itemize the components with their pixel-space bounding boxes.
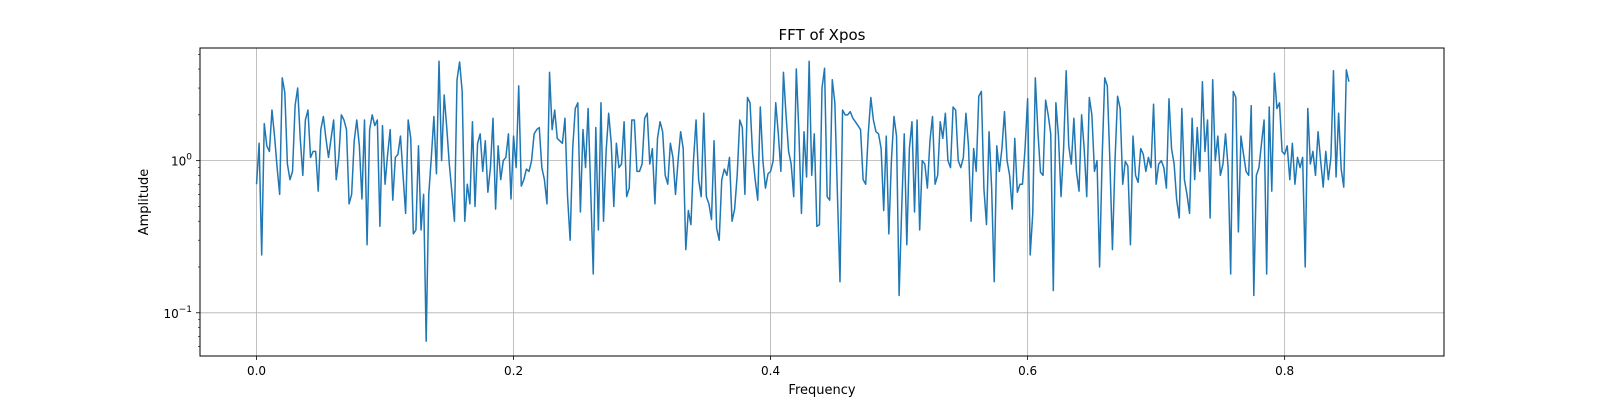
- x-tick-label: 0.8: [1275, 364, 1294, 378]
- x-tick-label: 0.6: [1018, 364, 1037, 378]
- fft-amplitude-line: [255, 60, 1350, 343]
- x-tick-label: 0.0: [247, 364, 266, 378]
- ticks: 0.0 0.2 0.4 0.6 0.8 10−1 100: [163, 53, 1294, 378]
- x-tick-label: 0.4: [761, 364, 780, 378]
- x-axis-title: Frequency: [788, 383, 855, 398]
- x-tick-label: 0.2: [504, 364, 523, 378]
- plot-frame: [199, 47, 1445, 357]
- chart-title: FFT of Xpos: [779, 26, 866, 44]
- y-tick-label: 10−1: [163, 305, 192, 321]
- y-tick-label: 100: [171, 153, 192, 169]
- data-layer: [255, 60, 1350, 343]
- y-axis-title: Amplitude: [137, 169, 152, 236]
